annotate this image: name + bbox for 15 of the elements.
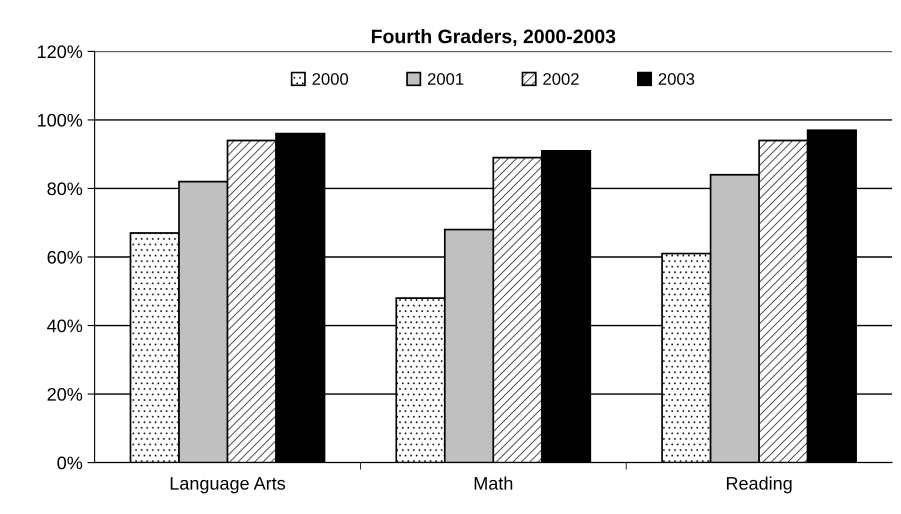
chart-title: Fourth Graders, 2000-2003 [372, 28, 616, 46]
legend-label: 2003 [658, 73, 694, 85]
y-tick-label: 40% [47, 319, 82, 332]
y-tick-label: 20% [48, 388, 82, 401]
x-tick-label: Reading [726, 476, 792, 494]
legend-label: 2002 [543, 73, 579, 85]
legend-label: 2001 [428, 73, 464, 85]
y-tick-label: 120% [38, 45, 82, 58]
y-tick-label: 60% [48, 250, 82, 264]
y-tick-label: 0% [57, 456, 82, 470]
x-tick-label: Math [474, 476, 512, 490]
y-tick-label: 100% [38, 114, 82, 127]
legend-label: 2000 [312, 73, 348, 85]
y-tick-label: 80% [47, 182, 82, 196]
x-tick-label: Language Arts [170, 477, 286, 494]
